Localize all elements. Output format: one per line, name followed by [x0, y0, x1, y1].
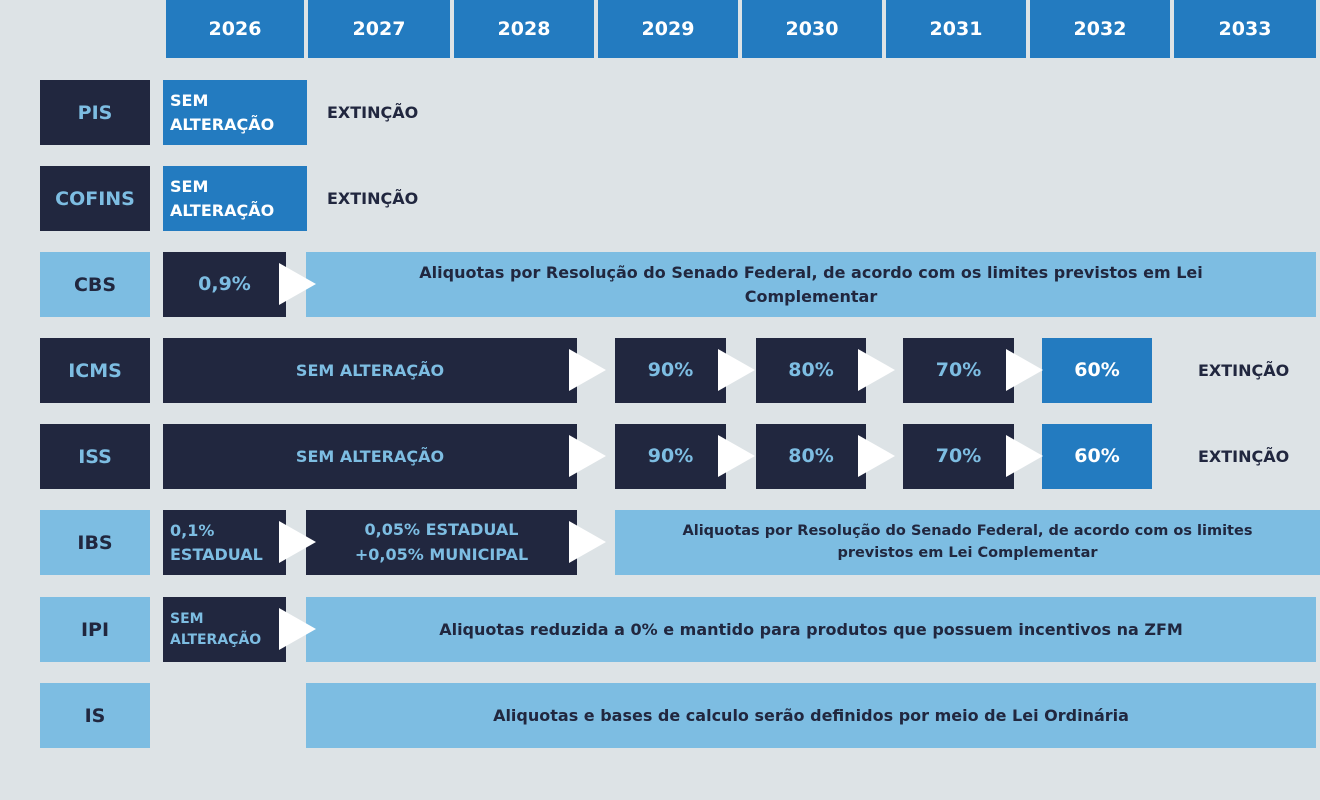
arrow-right-icon [858, 435, 895, 477]
tax-label-cofins: COFINS [40, 166, 150, 231]
year-header: 2030 [742, 0, 882, 58]
arrow-right-icon [279, 263, 316, 305]
year-header: 2032 [1030, 0, 1170, 58]
tax-label-pis: PIS [40, 80, 150, 145]
timeline-cell: SEM ALTERAÇÃO [163, 597, 286, 662]
status-text: EXTINÇÃO [1198, 446, 1290, 466]
arrow-right-icon [279, 521, 316, 563]
timeline-cell: 0,1% ESTADUAL [163, 510, 286, 575]
year-header: 2029 [598, 0, 738, 58]
timeline-cell: SEM ALTERAÇÃO [163, 166, 307, 231]
timeline-cell: SEM ALTERAÇÃO [163, 80, 307, 145]
tax-label-ipi: IPI [40, 597, 150, 662]
arrow-right-icon [569, 349, 606, 391]
year-header: 2026 [166, 0, 304, 58]
year-header: 2028 [454, 0, 594, 58]
timeline-cell: Aliquotas reduzida a 0% e mantido para p… [306, 597, 1316, 662]
timeline-cell: SEM ALTERAÇÃO [163, 338, 577, 403]
timeline-cell: 80% [756, 338, 866, 403]
tax-label-ibs: IBS [40, 510, 150, 575]
timeline-cell: 0,05% ESTADUAL +0,05% MUNICIPAL [306, 510, 577, 575]
tax-label-iss: ISS [40, 424, 150, 489]
year-header: 2033 [1174, 0, 1316, 58]
timeline-cell: Aliquotas por Resolução do Senado Federa… [306, 252, 1316, 317]
status-text: EXTINÇÃO [1198, 360, 1290, 380]
arrow-right-icon [718, 435, 755, 477]
timeline-cell: 60% [1042, 424, 1152, 489]
timeline-cell: 90% [615, 424, 726, 489]
arrow-right-icon [279, 608, 316, 650]
timeline-cell: 60% [1042, 338, 1152, 403]
arrow-right-icon [1006, 349, 1043, 391]
timeline-cell: Aliquotas por Resolução do Senado Federa… [615, 510, 1320, 575]
status-text: EXTINÇÃO [327, 102, 419, 122]
tax-label-is: IS [40, 683, 150, 748]
year-header: 2027 [308, 0, 450, 58]
timeline-cell: 70% [903, 424, 1014, 489]
tax-label-cbs: CBS [40, 252, 150, 317]
arrow-right-icon [858, 349, 895, 391]
status-text: EXTINÇÃO [327, 188, 419, 208]
timeline-cell: SEM ALTERAÇÃO [163, 424, 577, 489]
arrow-right-icon [1006, 435, 1043, 477]
timeline-cell: 80% [756, 424, 866, 489]
arrow-right-icon [718, 349, 755, 391]
year-header: 2031 [886, 0, 1026, 58]
timeline-cell: 0,9% [163, 252, 286, 317]
arrow-right-icon [569, 435, 606, 477]
timeline-cell: 70% [903, 338, 1014, 403]
arrow-right-icon [569, 521, 606, 563]
timeline-cell: 90% [615, 338, 726, 403]
tax-label-icms: ICMS [40, 338, 150, 403]
timeline-cell: Aliquotas e bases de calculo serão defin… [306, 683, 1316, 748]
